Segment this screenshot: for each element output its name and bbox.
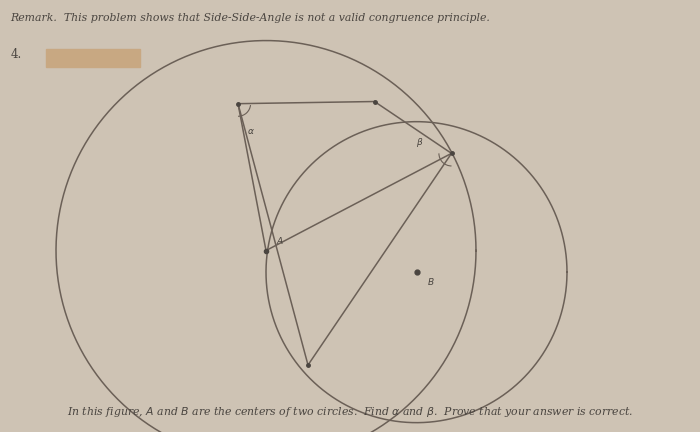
Bar (46, 49, 140, 67)
Text: $B$: $B$ (427, 276, 435, 287)
Text: Remark.  This problem shows that Side-Side-Angle is not a valid congruence princ: Remark. This problem shows that Side-Sid… (10, 13, 491, 23)
Text: In this figure, $A$ and $B$ are the centers of two circles.  Find $\alpha$ and $: In this figure, $A$ and $B$ are the cent… (67, 405, 633, 419)
Text: $\beta$: $\beta$ (416, 136, 423, 149)
Text: 4.: 4. (10, 48, 22, 60)
Text: $\alpha$: $\alpha$ (247, 127, 255, 137)
Text: $A$: $A$ (276, 235, 284, 246)
